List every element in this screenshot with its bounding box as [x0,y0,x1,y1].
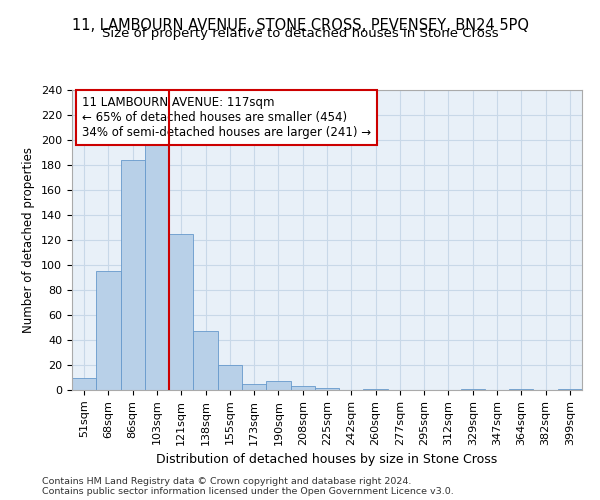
Bar [461,389,485,390]
Bar [218,365,242,390]
Bar [242,384,266,390]
Bar [169,234,193,390]
Bar [145,138,169,390]
Bar [193,331,218,390]
Text: 11 LAMBOURN AVENUE: 117sqm
← 65% of detached houses are smaller (454)
34% of sem: 11 LAMBOURN AVENUE: 117sqm ← 65% of deta… [82,96,371,139]
Bar [266,381,290,390]
Y-axis label: Number of detached properties: Number of detached properties [22,147,35,333]
Bar [96,271,121,390]
Bar [315,388,339,390]
X-axis label: Distribution of detached houses by size in Stone Cross: Distribution of detached houses by size … [157,453,497,466]
Bar [290,386,315,390]
Bar [72,378,96,390]
Text: Contains public sector information licensed under the Open Government Licence v3: Contains public sector information licen… [42,488,454,496]
Bar [364,389,388,390]
Text: Size of property relative to detached houses in Stone Cross: Size of property relative to detached ho… [101,28,499,40]
Bar [509,389,533,390]
Text: Contains HM Land Registry data © Crown copyright and database right 2024.: Contains HM Land Registry data © Crown c… [42,478,412,486]
Text: 11, LAMBOURN AVENUE, STONE CROSS, PEVENSEY, BN24 5PQ: 11, LAMBOURN AVENUE, STONE CROSS, PEVENS… [71,18,529,32]
Bar [558,389,582,390]
Bar [121,160,145,390]
